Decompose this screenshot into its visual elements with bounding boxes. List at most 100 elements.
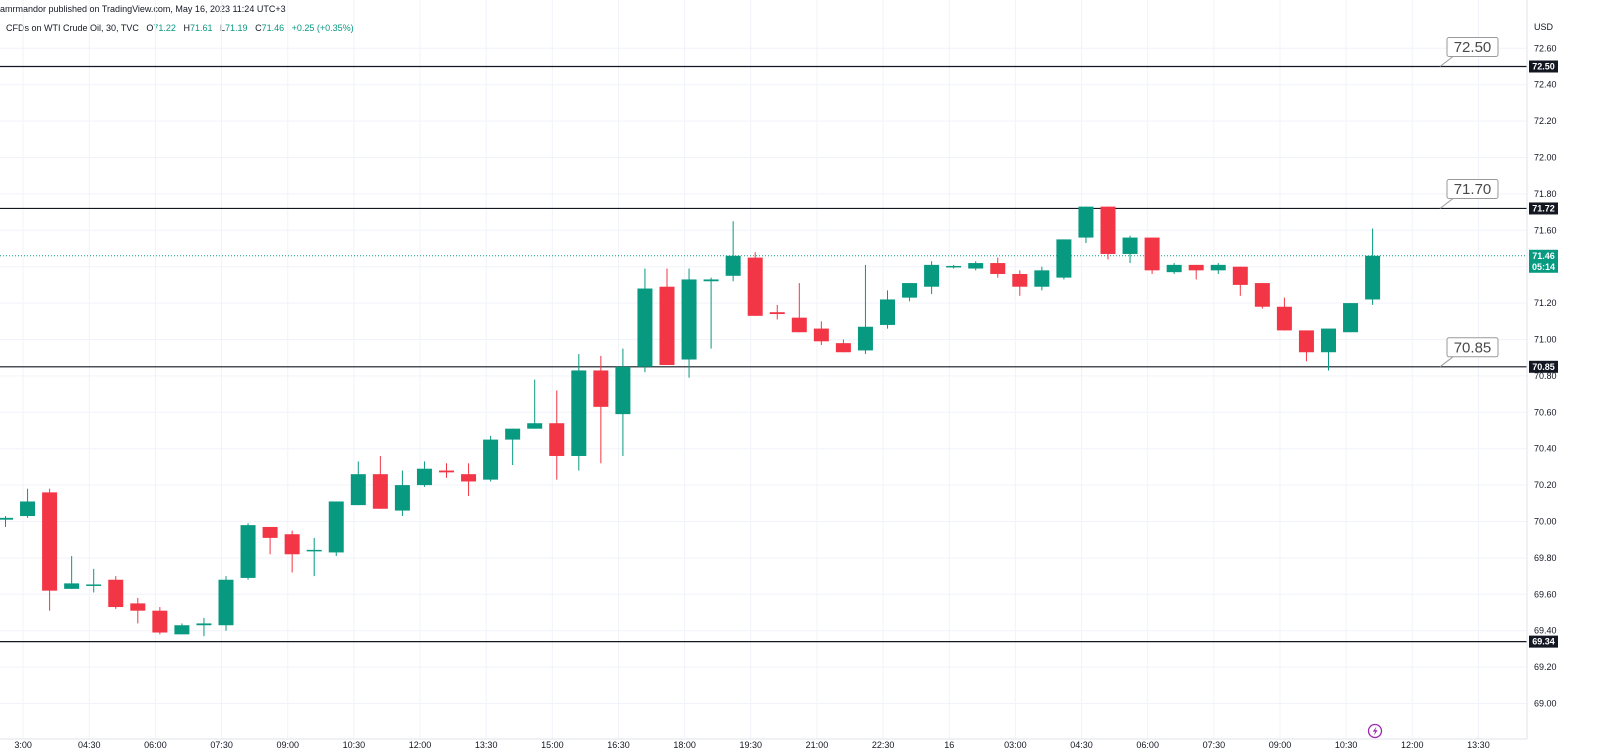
candle-body	[306, 549, 322, 552]
y-tick-label: 71.20	[1534, 298, 1557, 308]
x-tick-label: 13:30	[1467, 740, 1490, 750]
candle-body	[416, 468, 432, 486]
candle-body	[196, 623, 212, 626]
candle-body	[1343, 303, 1359, 333]
x-tick-label: 07:30	[210, 740, 233, 750]
candle-body	[86, 584, 102, 586]
candle-body	[284, 534, 300, 555]
candle-body	[924, 264, 940, 287]
candle-body	[681, 279, 697, 360]
candle-body	[439, 470, 454, 473]
candle-body	[130, 603, 146, 611]
y-tick-label: 72.20	[1534, 116, 1557, 126]
candle-body	[1166, 264, 1182, 273]
lightning-icon[interactable]	[1367, 723, 1383, 739]
candle-body	[1122, 237, 1138, 254]
candle-body	[328, 501, 344, 553]
candle-body	[615, 366, 631, 415]
candle-body	[505, 428, 521, 440]
candle-body	[64, 583, 80, 589]
level-price-tag-label: 69.34	[1532, 637, 1555, 647]
candle-body	[42, 492, 58, 591]
candle-body	[262, 526, 278, 538]
candle-body	[0, 517, 13, 520]
publish-line: amrmandor published on TradingView.com, …	[0, 4, 286, 14]
candle-body	[968, 263, 984, 269]
y-tick-label: 70.60	[1534, 407, 1557, 417]
y-tick-label: 70.80	[1534, 371, 1557, 381]
bar-countdown: 05:14	[1532, 262, 1555, 272]
candle-body	[703, 279, 719, 282]
candle-body	[1188, 264, 1204, 271]
current-price-value: 71.46	[1532, 251, 1555, 261]
grid-lines	[0, 0, 1527, 739]
x-tick-label: 3:00	[14, 740, 32, 750]
level-price-tag-label: 71.72	[1532, 203, 1555, 213]
candle-body	[350, 474, 366, 506]
candle-body	[813, 328, 829, 342]
level-price-tag-label: 72.50	[1532, 62, 1555, 72]
level-price-tag-label: 70.85	[1532, 362, 1555, 372]
candle-body	[527, 423, 543, 429]
y-tick-label: 72.00	[1534, 153, 1557, 163]
y-tick-label: 70.40	[1534, 444, 1557, 454]
candle-body	[990, 263, 1006, 274]
candle-body	[483, 439, 499, 480]
candles	[0, 206, 1381, 637]
candle-body	[571, 370, 587, 456]
candle-body	[1034, 270, 1050, 287]
y-tick-label: 72.60	[1534, 43, 1557, 53]
x-tick-label: 13:30	[475, 740, 498, 750]
close-label: C	[255, 23, 262, 33]
y-tick-label: 69.40	[1534, 626, 1557, 636]
high-label: H	[183, 23, 190, 33]
candle-body	[20, 501, 36, 517]
candle-body	[218, 579, 234, 626]
candle-body	[637, 288, 653, 367]
high-value: 71.61	[189, 23, 213, 33]
candle-body	[880, 299, 895, 325]
candle-body	[372, 474, 388, 509]
x-tick-label: 15:00	[541, 740, 564, 750]
candle-body	[659, 286, 675, 365]
x-tick-label: 22:30	[872, 740, 895, 750]
callout-box	[1446, 37, 1499, 57]
level-price-tag	[1529, 635, 1558, 648]
candle-body	[725, 255, 741, 276]
level-price-tag	[1529, 60, 1558, 73]
y-tick-label: 69.20	[1534, 662, 1557, 672]
candle-body	[1210, 264, 1226, 271]
candle-body	[747, 257, 763, 316]
x-tick-label: 21:00	[806, 740, 829, 750]
x-tick-label: 06:00	[144, 740, 167, 750]
y-tick-label: 72.40	[1534, 80, 1557, 90]
callout-label: 70.85	[1454, 339, 1492, 356]
candle-body	[1100, 206, 1116, 254]
callout-box	[1446, 178, 1499, 199]
current-price-tag	[1529, 249, 1558, 273]
x-tick-label: 03:00	[1004, 740, 1027, 750]
x-tick-label: 07:30	[1203, 740, 1226, 750]
y-tick-label: 71.60	[1534, 225, 1557, 235]
candle-body	[1254, 283, 1270, 307]
y-tick-label: 69.60	[1534, 589, 1557, 599]
candle-body	[394, 485, 410, 511]
x-tick-label: 09:00	[1269, 740, 1292, 750]
candle-body	[593, 370, 609, 407]
candle-body	[1365, 255, 1381, 300]
candle-body	[902, 283, 918, 298]
low-value: 71.19	[225, 23, 248, 33]
open-value: 71.22	[153, 23, 176, 33]
candle-body	[1144, 237, 1160, 271]
close-value: 71.46	[261, 23, 285, 33]
x-tick-label: 12:00	[409, 740, 432, 750]
x-tick-label: 19:30	[740, 740, 763, 750]
callout-pointer	[1439, 198, 1454, 209]
price-axis[interactable]: USD 72.6072.4072.2072.0071.8071.6071.407…	[1526, 0, 1557, 739]
horizontal-levels[interactable]: 72.50 71.70 70.85	[0, 37, 1527, 643]
y-tick-label: 70.00	[1534, 517, 1557, 527]
time-axis[interactable]: 3:00 04:30 06:00 07:30 09:00 10:30 12:00 13:30 1…	[0, 738, 1527, 750]
candle-body	[240, 525, 256, 578]
